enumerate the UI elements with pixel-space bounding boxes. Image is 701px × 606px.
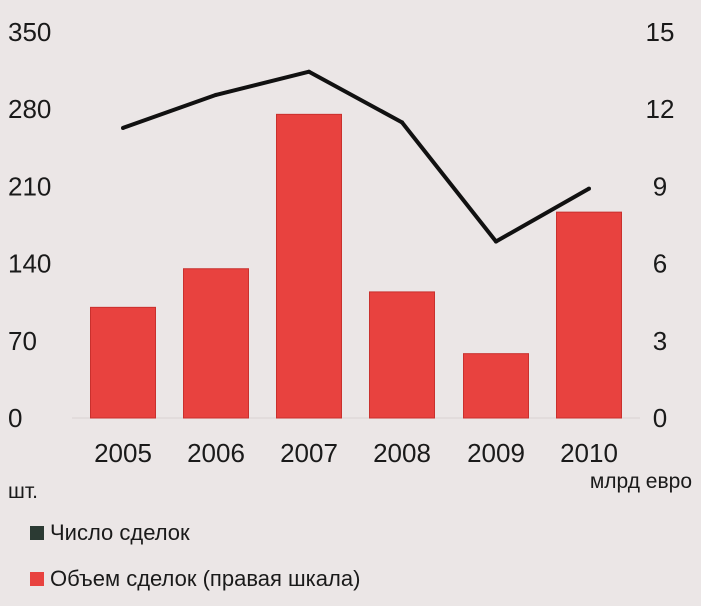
- right-tick-label: 3: [653, 326, 667, 356]
- left-axis-ticks: 350 280 210 140 70 0: [8, 17, 51, 433]
- left-axis-unit: шт.: [8, 480, 38, 503]
- x-tick-label: 2008: [373, 438, 431, 468]
- right-tick-label: 0: [653, 403, 667, 433]
- right-tick-label: 12: [646, 94, 675, 124]
- legend-line-swatch: [30, 526, 44, 540]
- x-tick-label: 2005: [94, 438, 152, 468]
- right-tick-label: 15: [646, 17, 675, 47]
- left-tick-label: 280: [8, 94, 51, 124]
- x-tick-label: 2006: [187, 438, 245, 468]
- legend-item-bar: Объем сделок (правая шкала): [30, 566, 670, 592]
- line-point-2006: [214, 92, 218, 97]
- left-tick-label: 350: [8, 17, 51, 47]
- left-tick-label: 140: [8, 249, 51, 279]
- bar-2007: [276, 113, 342, 419]
- x-tick-label: 2009: [467, 438, 525, 468]
- right-axis-ticks: 15 12 9 6 3 0: [646, 17, 675, 433]
- left-tick-label: 70: [8, 326, 37, 356]
- right-tick-label: 6: [653, 249, 667, 279]
- line-series: [122, 69, 590, 244]
- bar-series: [90, 113, 622, 419]
- left-tick-label: 210: [8, 171, 51, 201]
- x-tick-label: 2010: [560, 438, 618, 468]
- x-tick-label: 2007: [280, 438, 338, 468]
- bar-2010: [556, 211, 622, 419]
- left-tick-label: 0: [8, 403, 22, 433]
- x-axis-ticks: 2005 2006 2007 2008 2009 2010: [94, 438, 618, 468]
- line-point-2007: [307, 69, 311, 74]
- legend-item-line: Число сделок: [30, 520, 670, 546]
- right-axis-unit: млрд евро: [590, 470, 692, 493]
- legend-line-label: Число сделок: [50, 520, 190, 545]
- right-tick-label: 9: [653, 171, 667, 201]
- bar-2006: [183, 268, 249, 419]
- line-point-2010: [587, 186, 591, 191]
- line-point-2009: [494, 239, 498, 244]
- bar-2005: [90, 306, 156, 419]
- legend-bar-label: Объем сделок (правая шкала): [50, 566, 361, 591]
- line-point-2008: [400, 120, 404, 125]
- bar-2008: [369, 291, 435, 419]
- legend-bar-swatch: [30, 572, 44, 586]
- line-point-2005: [121, 125, 125, 130]
- bar-2009: [463, 353, 529, 419]
- line-points: [121, 69, 591, 244]
